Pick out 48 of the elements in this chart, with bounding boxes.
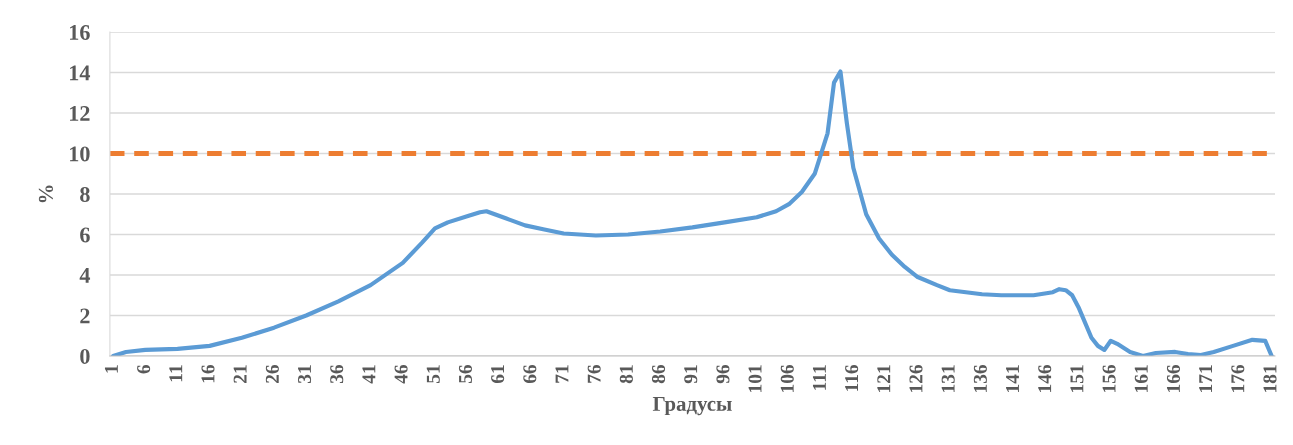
y-tick-label: 0 [80,348,90,364]
x-tick-label: 121 [877,365,891,392]
x-tick-label: 11 [169,365,183,382]
x-tick-label: 86 [651,364,666,384]
x-tick-label: 181 [1263,365,1277,392]
x-tick-label: 26 [265,364,279,383]
x-tick-label: 111 [812,365,826,390]
x-tick-label: 36 [330,364,344,384]
y-tick-label: 8 [80,186,90,202]
x-tick-label: 156 [1102,364,1116,392]
x-tick-label: 66 [523,364,537,384]
x-tick-label: 31 [298,365,312,384]
y-tick-label: 10 [70,146,90,162]
x-tick-label: 171 [1199,365,1212,392]
x-tick-label: 101 [748,365,762,392]
x-tick-label: 96 [716,364,730,384]
x-tick-label: 81 [619,365,633,384]
x-tick-label: 21 [233,365,247,383]
y-tick-label: 6 [80,227,90,243]
x-tick-label: 61 [491,365,505,384]
y-tick-label: 14 [70,65,91,81]
x-tick-label: 116 [845,364,859,391]
x-tick-label: 46 [394,364,408,384]
x-tick-label: 136 [973,364,987,392]
x-axis-title: Градусы [652,397,732,416]
x-tick-label: 141 [1006,365,1019,392]
x-tick-label: 1 [104,365,118,373]
x-tick-label: 126 [909,364,923,392]
x-tick-label: 71 [555,365,569,383]
x-tick-label: 56 [458,364,472,383]
x-tick-label: 106 [780,364,794,392]
x-tick-label: 51 [426,365,440,383]
x-tick-label: 6 [137,364,151,374]
x-tick-label: 16 [201,364,215,383]
x-tick-label: 91 [684,365,698,384]
y-tick-label: 2 [80,308,90,324]
y-tick-label: 12 [70,106,90,121]
x-tick-label: 161 [1134,365,1148,392]
x-tick-label: 146 [1038,364,1052,392]
y-tick-label: 16 [70,25,90,40]
y-axis-title: % [38,185,53,203]
x-tick-label: 41 [362,365,376,384]
x-tick-label: 166 [1166,364,1180,392]
x-tick-label: 151 [1070,365,1084,392]
x-tick-label: 76 [587,364,601,383]
x-tick-label: 131 [941,365,955,392]
y-tick-label: 4 [79,268,91,283]
x-tick-label: 176 [1231,364,1245,392]
